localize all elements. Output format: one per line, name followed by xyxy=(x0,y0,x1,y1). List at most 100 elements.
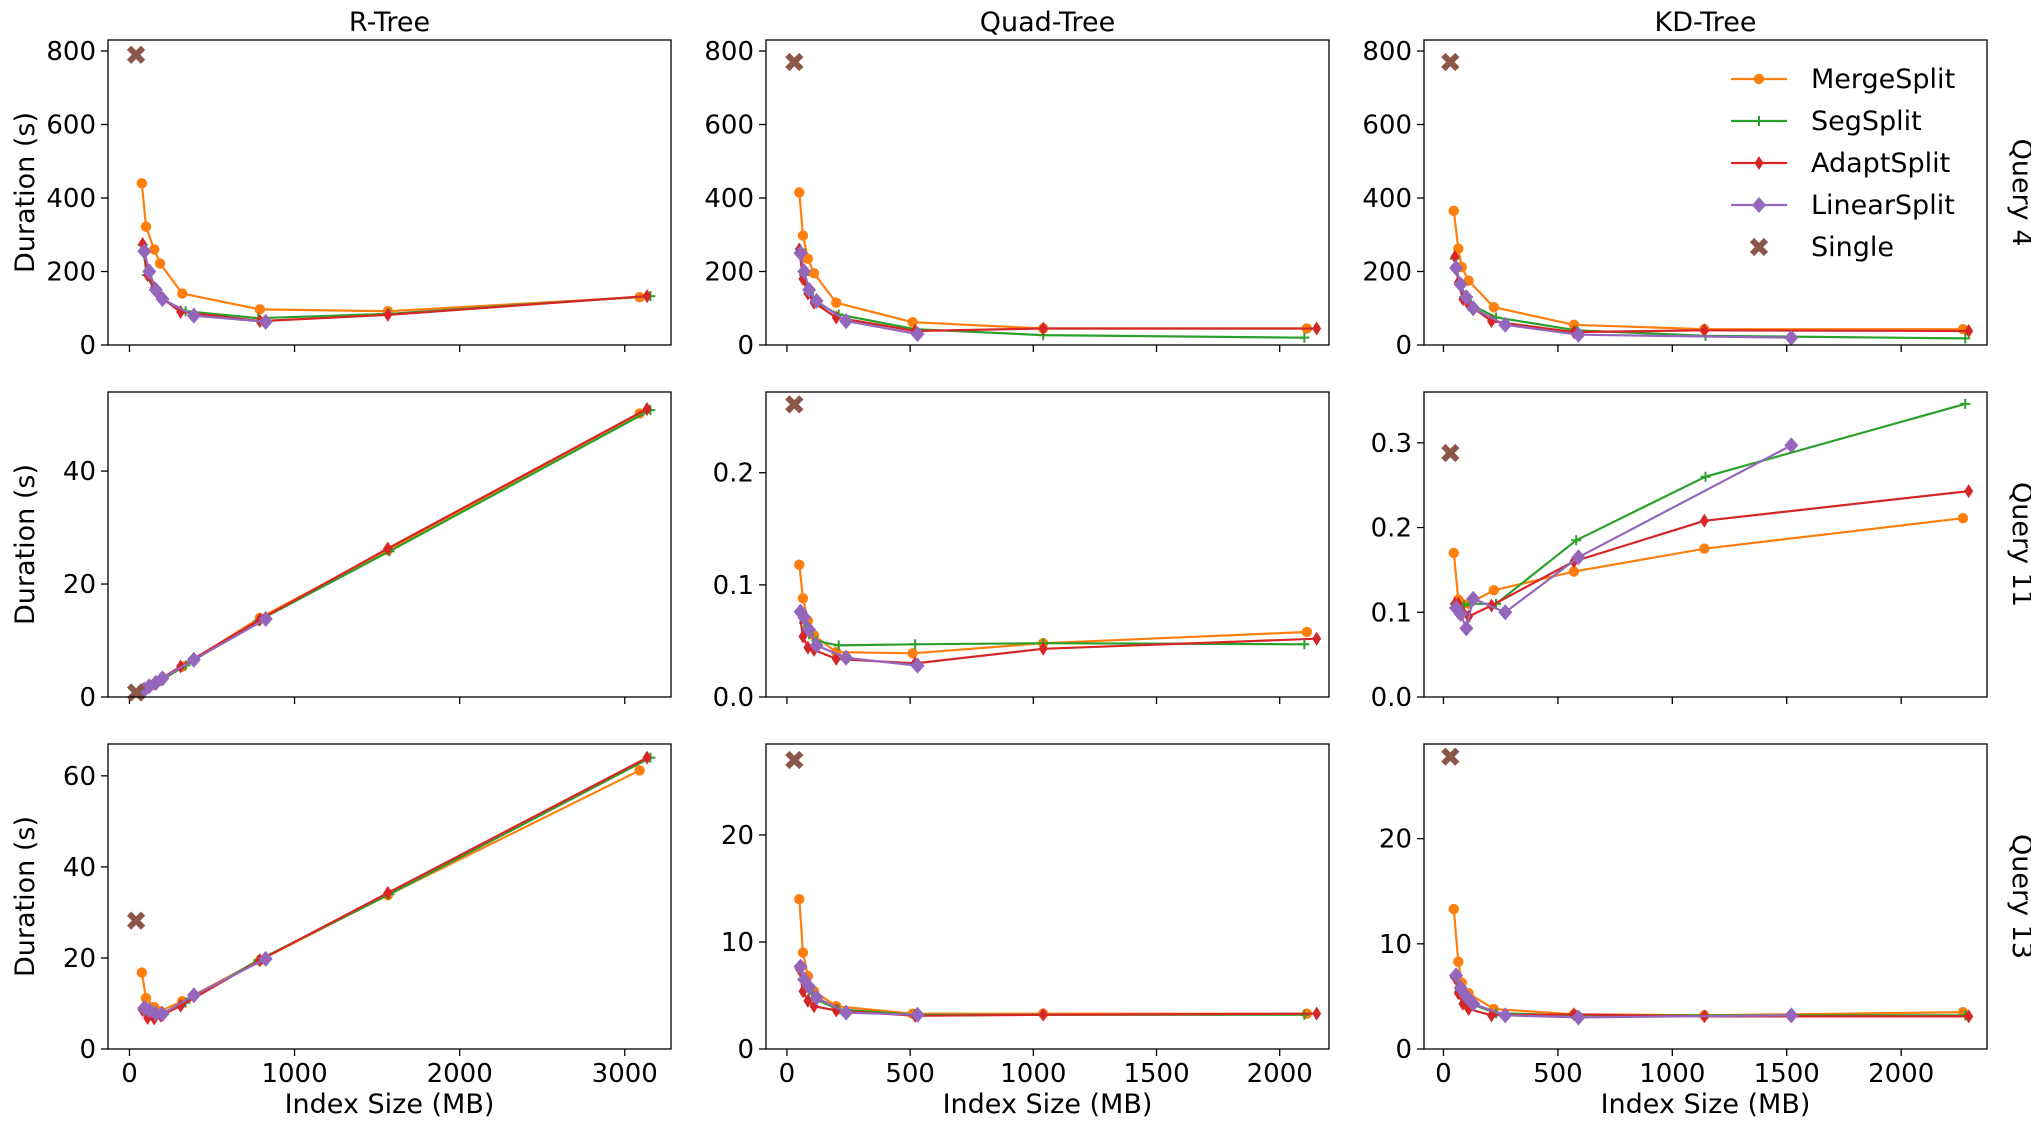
x-tick-label: 1000 xyxy=(1000,1059,1066,1089)
data-point-segsplit xyxy=(910,639,921,650)
series-line-mergesplit xyxy=(1452,210,1963,331)
data-point-linearsplit xyxy=(137,243,152,260)
series-adaptsplit xyxy=(794,242,1322,339)
series-linearsplit xyxy=(1449,967,1799,1026)
x-tick-label: 1000 xyxy=(261,1059,327,1089)
data-point-adaptsplit xyxy=(642,401,652,416)
series-line-linearsplit xyxy=(143,957,267,1016)
y-tick-label: 0.1 xyxy=(1371,598,1412,628)
data-point-linearsplit xyxy=(1459,289,1474,306)
y-tick-label: 600 xyxy=(1362,111,1412,141)
data-point-single xyxy=(126,45,146,64)
y-tick-label: 40 xyxy=(63,457,96,487)
series-line-mergesplit xyxy=(798,192,1307,330)
data-point-linearsplit xyxy=(802,621,817,638)
data-point-adaptsplit xyxy=(383,885,393,900)
data-point-adaptsplit xyxy=(1312,321,1322,336)
x-tick-label: 2000 xyxy=(1868,1059,1934,1089)
series-mergesplit xyxy=(136,178,645,317)
data-point-single xyxy=(1441,747,1460,766)
data-point-adaptsplit xyxy=(642,750,652,765)
data-point-mergesplit xyxy=(1957,513,1969,524)
legend-label: MergeSplit xyxy=(1811,64,1955,95)
data-point-mergesplit xyxy=(808,268,820,279)
data-point-mergesplit xyxy=(1699,543,1710,554)
series-mergesplit xyxy=(1448,903,1969,1021)
data-point-segsplit xyxy=(1960,398,1971,409)
data-point-mergesplit xyxy=(149,244,160,255)
data-point-linearsplit xyxy=(1459,620,1474,637)
series-mergesplit xyxy=(1448,205,1969,335)
axes-frame xyxy=(765,391,1330,698)
data-point-segsplit xyxy=(1960,333,1971,344)
series-line-segsplit xyxy=(1454,402,1966,607)
y-tick-label: 60 xyxy=(63,762,96,792)
series-adaptsplit xyxy=(1450,249,1974,340)
data-point-linearsplit xyxy=(1453,276,1468,293)
series-line-mergesplit xyxy=(1452,517,1964,605)
data-point-linearsplit xyxy=(839,649,854,666)
series-single xyxy=(785,52,804,72)
data-point-mergesplit xyxy=(797,593,809,604)
data-point-linearsplit xyxy=(1571,326,1586,343)
data-point-adaptsplit xyxy=(1312,1006,1322,1021)
axes-frame xyxy=(1423,39,1988,346)
data-point-mergesplit xyxy=(794,559,805,570)
x-tick-label: 0 xyxy=(121,1059,138,1089)
y-tick-label: 400 xyxy=(704,184,754,214)
y-tick-label: 800 xyxy=(46,37,96,67)
series-line-mergesplit xyxy=(140,183,640,313)
data-point-segsplit xyxy=(1299,639,1310,650)
series-adaptsplit xyxy=(794,961,1322,1023)
series-line-adaptsplit xyxy=(1453,256,1969,334)
legend-marker xyxy=(1753,73,1765,85)
data-point-mergesplit xyxy=(254,304,266,315)
data-point-linearsplit xyxy=(1449,967,1464,984)
column-title: R-Tree xyxy=(349,7,430,38)
data-point-mergesplit xyxy=(794,187,805,198)
data-point-adaptsplit xyxy=(1038,321,1048,336)
data-point-linearsplit xyxy=(797,263,812,280)
axes-frame xyxy=(765,39,1330,346)
series-single xyxy=(1441,52,1460,72)
data-point-single xyxy=(1441,443,1460,463)
y-tick-label: 400 xyxy=(46,184,96,214)
data-point-mergesplit xyxy=(797,230,809,241)
data-point-mergesplit xyxy=(794,893,805,905)
x-axis-label: Index Size (MB) xyxy=(1601,1089,1811,1120)
series-linearsplit xyxy=(137,950,273,1022)
axes-frame xyxy=(1423,743,1988,1050)
y-tick-label: 0.1 xyxy=(713,571,754,601)
legend-label: LinearSplit xyxy=(1811,190,1955,221)
legend-entry-adaptsplit: AdaptSplit xyxy=(1731,148,1950,179)
data-point-linearsplit xyxy=(1498,316,1513,333)
data-point-mergesplit xyxy=(1488,301,1500,313)
data-point-adaptsplit xyxy=(383,541,393,556)
data-point-linearsplit xyxy=(1571,1009,1586,1026)
x-axis-label: Index Size (MB) xyxy=(943,1089,1153,1120)
x-tick-label: 0 xyxy=(1435,1059,1452,1089)
series-line-segsplit xyxy=(799,968,1305,1016)
series-segsplit xyxy=(795,963,1310,1020)
data-point-linearsplit xyxy=(910,325,925,342)
series-linearsplit xyxy=(1449,437,1799,637)
legend-marker xyxy=(1754,116,1764,126)
series-linearsplit xyxy=(793,603,925,674)
data-point-linearsplit xyxy=(155,670,170,687)
series-single xyxy=(126,911,146,930)
data-point-linearsplit xyxy=(1466,590,1481,607)
y-tick-label: 0 xyxy=(1395,1035,1412,1065)
data-point-segsplit xyxy=(833,640,844,651)
data-point-linearsplit xyxy=(910,657,925,674)
legend-entry-single: Single xyxy=(1749,232,1894,263)
y-tick-label: 20 xyxy=(63,944,96,974)
series-adaptsplit xyxy=(1450,484,1974,624)
x-tick-label: 1000 xyxy=(1639,1059,1705,1089)
legend-marker xyxy=(1754,156,1764,170)
column-title: Quad-Tree xyxy=(980,7,1116,38)
data-point-mergesplit xyxy=(1488,585,1500,596)
y-tick-label: 0 xyxy=(79,683,96,713)
data-point-adaptsplit xyxy=(803,640,813,655)
